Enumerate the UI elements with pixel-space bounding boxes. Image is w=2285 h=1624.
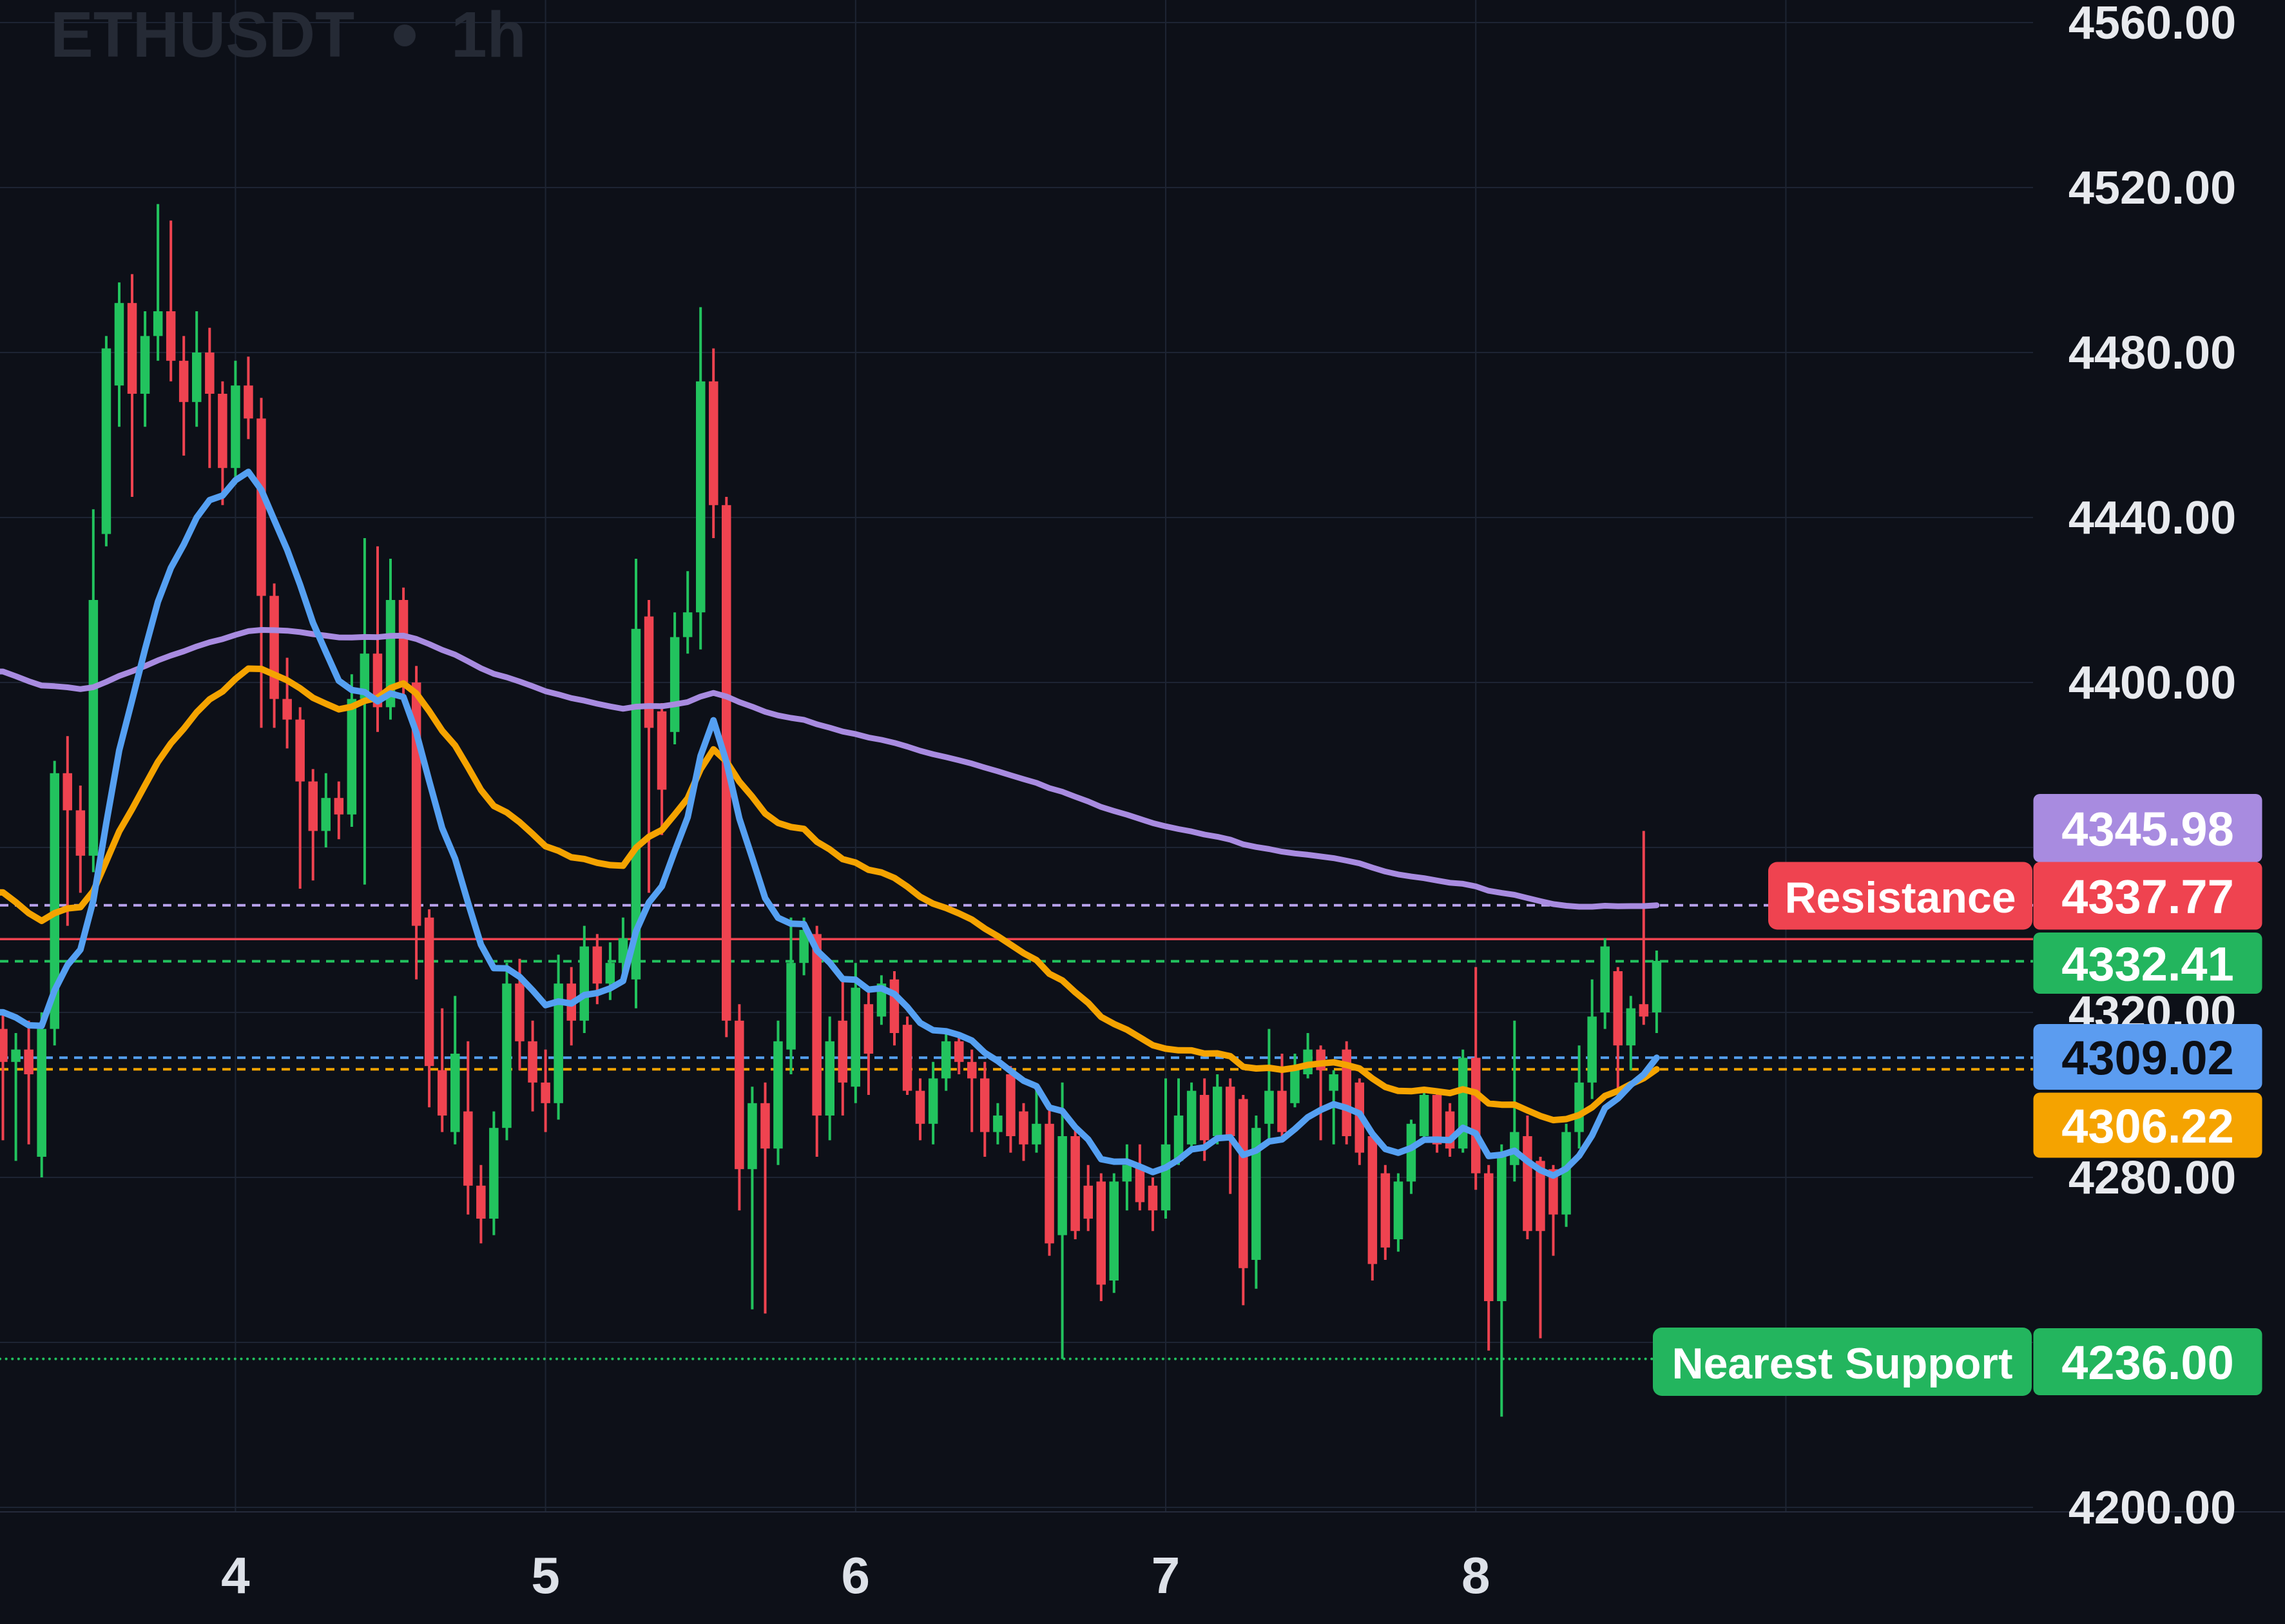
svg-text:4306.22: 4306.22 — [2061, 1099, 2234, 1153]
svg-text:7: 7 — [1152, 1547, 1181, 1604]
svg-text:6: 6 — [842, 1547, 871, 1604]
svg-text:4480.00: 4480.00 — [2068, 327, 2236, 379]
svg-text:4332.41: 4332.41 — [2061, 938, 2234, 991]
svg-text:4: 4 — [221, 1547, 250, 1604]
svg-text:ETHUSDT: ETHUSDT — [50, 0, 354, 71]
svg-text:4440.00: 4440.00 — [2068, 492, 2236, 544]
svg-text:4337.77: 4337.77 — [2061, 870, 2234, 923]
svg-text:Resistance: Resistance — [1784, 873, 2016, 922]
svg-text:5: 5 — [531, 1547, 560, 1604]
svg-text:1h: 1h — [451, 0, 526, 71]
svg-text:8: 8 — [1461, 1547, 1490, 1604]
svg-text:4236.00: 4236.00 — [2061, 1336, 2234, 1389]
svg-text:4345.98: 4345.98 — [2061, 802, 2234, 856]
svg-text:4560.00: 4560.00 — [2068, 0, 2236, 49]
svg-text:Nearest Support: Nearest Support — [1672, 1339, 2013, 1388]
svg-text:4520.00: 4520.00 — [2068, 162, 2236, 214]
svg-text:4200.00: 4200.00 — [2068, 1482, 2236, 1534]
svg-text:4400.00: 4400.00 — [2068, 657, 2236, 709]
svg-text:4309.02: 4309.02 — [2061, 1031, 2234, 1085]
svg-text:4280.00: 4280.00 — [2068, 1152, 2236, 1204]
